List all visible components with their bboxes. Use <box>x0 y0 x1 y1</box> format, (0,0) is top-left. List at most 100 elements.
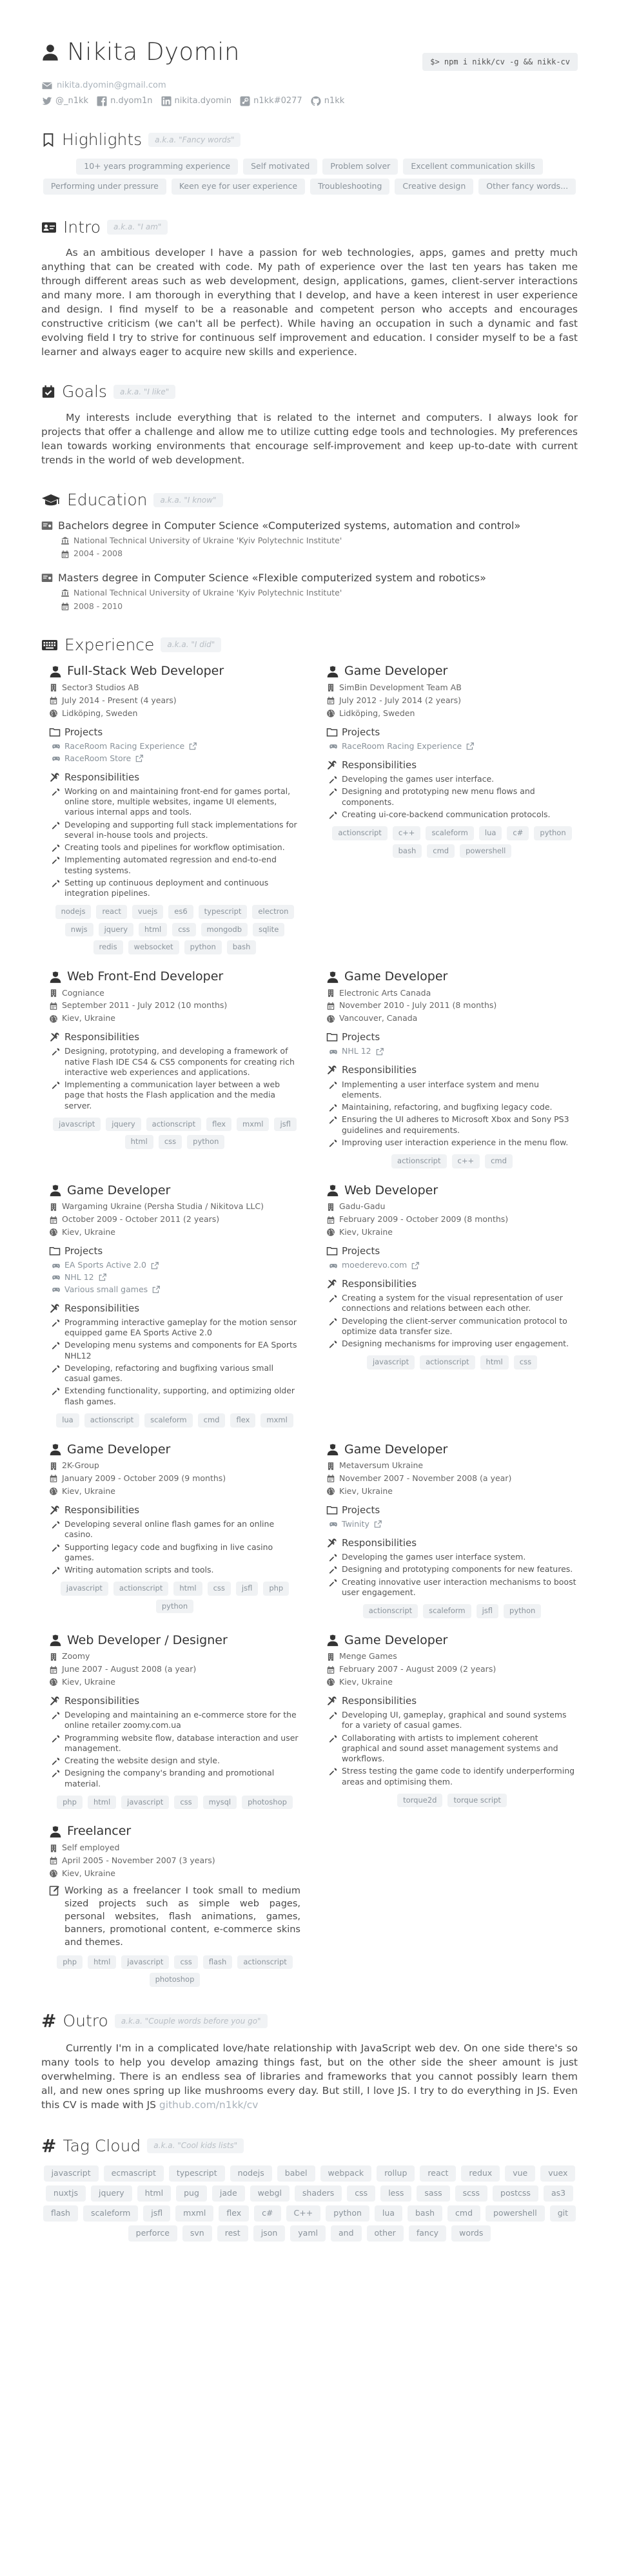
person-icon <box>326 1634 339 1647</box>
highlight-tag: Creative design <box>395 178 474 195</box>
company-name: 2K-Group <box>62 1460 99 1471</box>
job-tags: actionscript c++ cmd <box>326 1154 578 1168</box>
cv-repo-link[interactable]: github.com/n1kk/cv <box>159 2098 259 2111</box>
social-link-twitter[interactable]: @_n1kk <box>41 95 88 107</box>
social-link-steam[interactable]: n1kk#0277 <box>239 95 302 107</box>
project-name[interactable]: moederevo.com <box>342 1260 408 1270</box>
tools-icon <box>326 759 338 771</box>
job-title-row: Game Developer <box>326 969 578 985</box>
wrench-icon <box>52 844 61 853</box>
project-name[interactable]: Twinity <box>342 1519 369 1529</box>
responsibility-text: Developing the games user interface. <box>342 774 495 784</box>
project-name[interactable]: RaceRoom Store <box>64 753 132 763</box>
project-item[interactable]: NHL 12 <box>52 1272 300 1283</box>
job-location-row: Kiev, Ukraine <box>326 1227 578 1238</box>
project-name[interactable]: RaceRoom Racing Experience <box>342 741 462 751</box>
tech-tag: actionscript <box>146 1117 202 1132</box>
responsibilities-label: Responsibilities <box>64 1504 140 1516</box>
project-item[interactable]: RaceRoom Racing Experience <box>52 741 300 752</box>
wrench-icon <box>52 1734 61 1743</box>
wrench-icon <box>52 1566 61 1575</box>
responsibility-item: Programming website flow, database inter… <box>52 1733 300 1754</box>
responsibility-item: Developing and supporting full stack imp… <box>52 820 300 841</box>
calendar-icon <box>49 1474 58 1483</box>
cloud-tag: c# <box>254 2205 281 2222</box>
project-item[interactable]: EA Sports Active 2.0 <box>52 1260 300 1271</box>
education-section: Education a.k.a. "I know" Bachelors degr… <box>41 489 578 612</box>
responsibility-item: Creating a system for the visual represe… <box>329 1293 578 1314</box>
wrench-icon <box>329 1553 338 1562</box>
globe-icon <box>326 1228 335 1237</box>
responsibilities-heading: Responsibilities <box>49 1694 300 1707</box>
responsibility-text: Developing the games user interface syst… <box>342 1552 526 1562</box>
globe-icon <box>326 709 335 718</box>
person-icon <box>49 1184 62 1197</box>
tech-tag: mysql <box>202 1795 237 1810</box>
tech-tag: jquery <box>98 922 134 937</box>
email-link[interactable]: nikita.dyomin@gmail.com <box>57 81 166 91</box>
tech-tag: html <box>173 1582 202 1596</box>
social-link-facebook[interactable]: n.dyom1n <box>96 95 153 107</box>
responsibility-text: Creating ui-core-backend communication p… <box>342 809 551 819</box>
install-command[interactable]: $> npm i nikk/cv -g && nikk-cv <box>422 53 578 72</box>
project-item[interactable]: RaceRoom Store <box>52 753 300 764</box>
wrench-icon <box>329 1294 338 1303</box>
cloud-tag: css <box>347 2185 376 2202</box>
tech-tag: cmd <box>485 1154 513 1168</box>
job-location-row: Kiev, Ukraine <box>49 1486 300 1497</box>
wrench-icon <box>52 1757 61 1766</box>
responsibilities-heading: Responsibilities <box>49 1302 300 1315</box>
cloud-tag: nuxtjs <box>45 2185 86 2202</box>
responsibility-item: Maintaining, refactoring, and bugfixing … <box>329 1102 578 1112</box>
job-title: Game Developer <box>67 1183 171 1197</box>
cloud-tag: jsfl <box>143 2205 171 2222</box>
responsibility-text: Creating tools and pipelines for workflo… <box>64 842 285 853</box>
projects-heading: Projects <box>326 1031 578 1043</box>
highlight-tag: Problem solver <box>322 158 398 175</box>
wrench-icon <box>329 1116 338 1125</box>
responsibility-text: Creating a system for the visual represe… <box>342 1293 563 1313</box>
projects-heading: Projects <box>49 726 300 739</box>
tech-tag: c++ <box>451 1154 480 1168</box>
responsibility-item: Implementing automated regression and en… <box>52 855 300 876</box>
project-item[interactable]: Twinity <box>329 1519 578 1530</box>
wrench-icon <box>329 1711 338 1720</box>
cloud-tag: vuex <box>540 2165 576 2182</box>
wrench-icon <box>52 856 61 865</box>
social-label: n1kk#0277 <box>253 96 302 106</box>
project-item[interactable]: RaceRoom Racing Experience <box>329 741 578 752</box>
project-name[interactable]: NHL 12 <box>64 1272 94 1282</box>
responsibility-item: Creating innovative user interaction mec… <box>329 1577 578 1598</box>
project-item[interactable]: NHL 12 <box>329 1046 578 1057</box>
social-link-github[interactable]: n1kk <box>310 95 344 107</box>
tech-tag: flex <box>230 1413 256 1428</box>
company-name: Zoomy <box>62 1651 90 1661</box>
responsibility-item: Stress testing the game code to identify… <box>329 1766 578 1787</box>
project-item[interactable]: Various small games <box>52 1284 300 1295</box>
responsibility-item: Developing the games user interface. <box>329 774 578 784</box>
responsibilities-heading: Responsibilities <box>49 771 300 784</box>
project-name[interactable]: EA Sports Active 2.0 <box>64 1260 146 1270</box>
company-name: Wargaming Ukraine (Persha Studia / Nikit… <box>62 1201 264 1212</box>
tech-tag: nodejs <box>55 905 92 919</box>
school-name: National Technical University of Ukraine… <box>74 587 342 597</box>
responsibility-item: Working on and maintaining front-end for… <box>52 786 300 818</box>
social-link-linkedin[interactable]: nikita.dyomin <box>161 95 231 107</box>
tagcloud-section: # Tag Cloud a.k.a. "Cool kids lists" jav… <box>41 2134 578 2242</box>
person-icon <box>49 1443 62 1456</box>
person-icon <box>49 971 62 983</box>
project-item[interactable]: moederevo.com <box>329 1260 578 1271</box>
globe-icon <box>326 1678 335 1687</box>
external-link-icon <box>375 1047 384 1056</box>
company-name: Sector3 Studios AB <box>62 683 139 693</box>
company-name: Menge Games <box>339 1651 397 1661</box>
cloud-tag: scaleform <box>83 2205 139 2222</box>
wrench-icon <box>52 821 61 830</box>
globe-icon <box>49 709 58 718</box>
job-period: October 2009 - October 2011 (2 years) <box>62 1214 220 1225</box>
project-name[interactable]: Various small games <box>64 1284 148 1294</box>
cloud-tag: yaml <box>290 2225 326 2242</box>
project-name[interactable]: RaceRoom Racing Experience <box>64 741 185 751</box>
project-name[interactable]: NHL 12 <box>342 1046 371 1056</box>
tech-tag: css <box>158 1135 182 1149</box>
